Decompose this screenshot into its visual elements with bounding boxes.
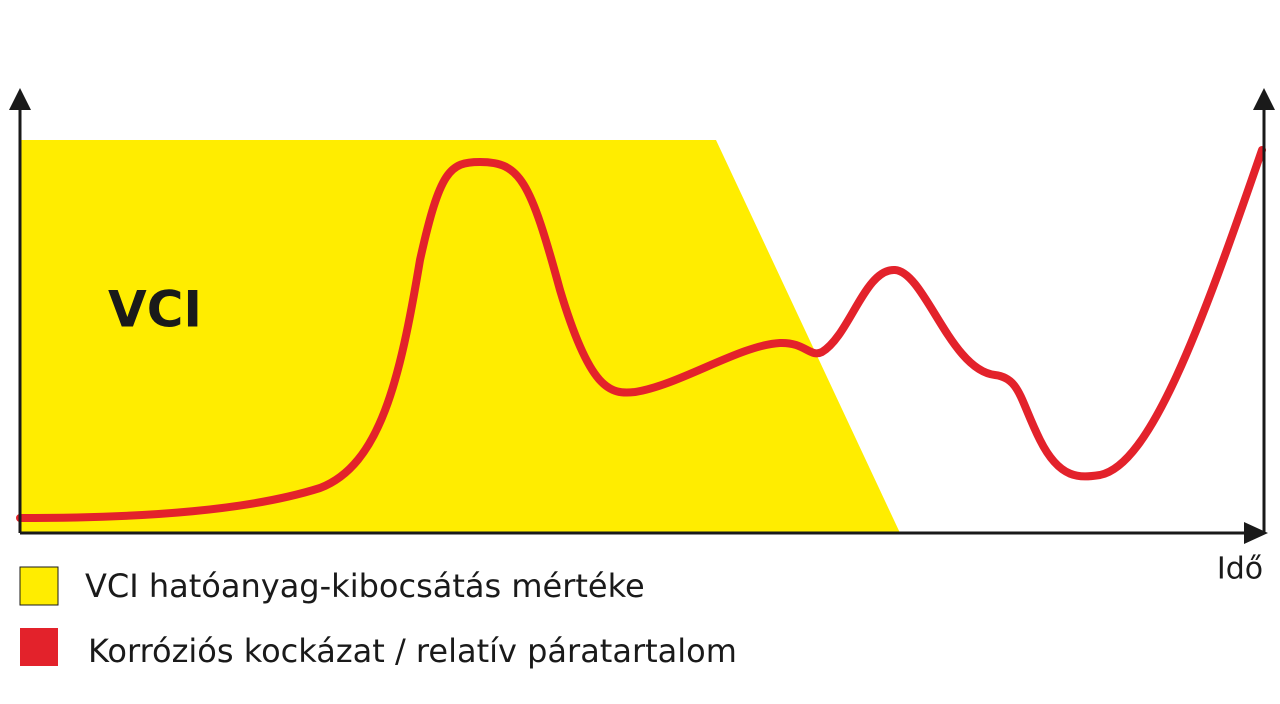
area-label: VCI	[108, 281, 202, 339]
right-axis-arrow	[1253, 88, 1275, 110]
legend-label: Korróziós kockázat / relatív páratartalo…	[88, 632, 737, 670]
x-axis-arrow	[1244, 522, 1268, 544]
left-axis-arrow	[9, 88, 31, 110]
risk-curve	[16, 146, 1266, 522]
legend-label: VCI hatóanyag-kibocsátás mértéke	[85, 567, 645, 605]
legend-swatch	[20, 628, 58, 666]
x-axis-label: Idő	[1217, 552, 1263, 587]
vci-area	[20, 140, 900, 533]
legend-swatch	[19, 566, 59, 606]
